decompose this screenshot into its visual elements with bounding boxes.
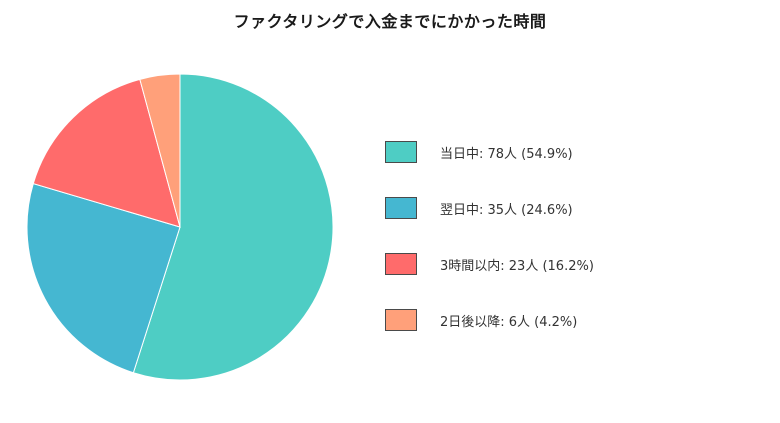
legend-swatch [385,197,417,219]
legend-label: 翌日中: 35人 (24.6%) [440,203,573,218]
pie-slice-2-days-or-later [139,73,181,228]
legend-label: 当日中: 78人 (54.9%) [440,147,573,162]
pie-slice-same-day [132,73,334,381]
chart-title: ファクタリングで入金までにかかった時間 [233,12,547,31]
legend-swatch [385,253,417,275]
pie-slice-next-day [26,182,181,374]
legend-swatch [385,141,417,163]
legend-label: 3時間以内: 23人 (16.2%) [440,259,594,274]
pie-slice-within-3-hours [32,78,181,228]
legend-swatch [385,309,417,331]
legend-label: 2日後以降: 6人 (4.2%) [440,315,578,330]
